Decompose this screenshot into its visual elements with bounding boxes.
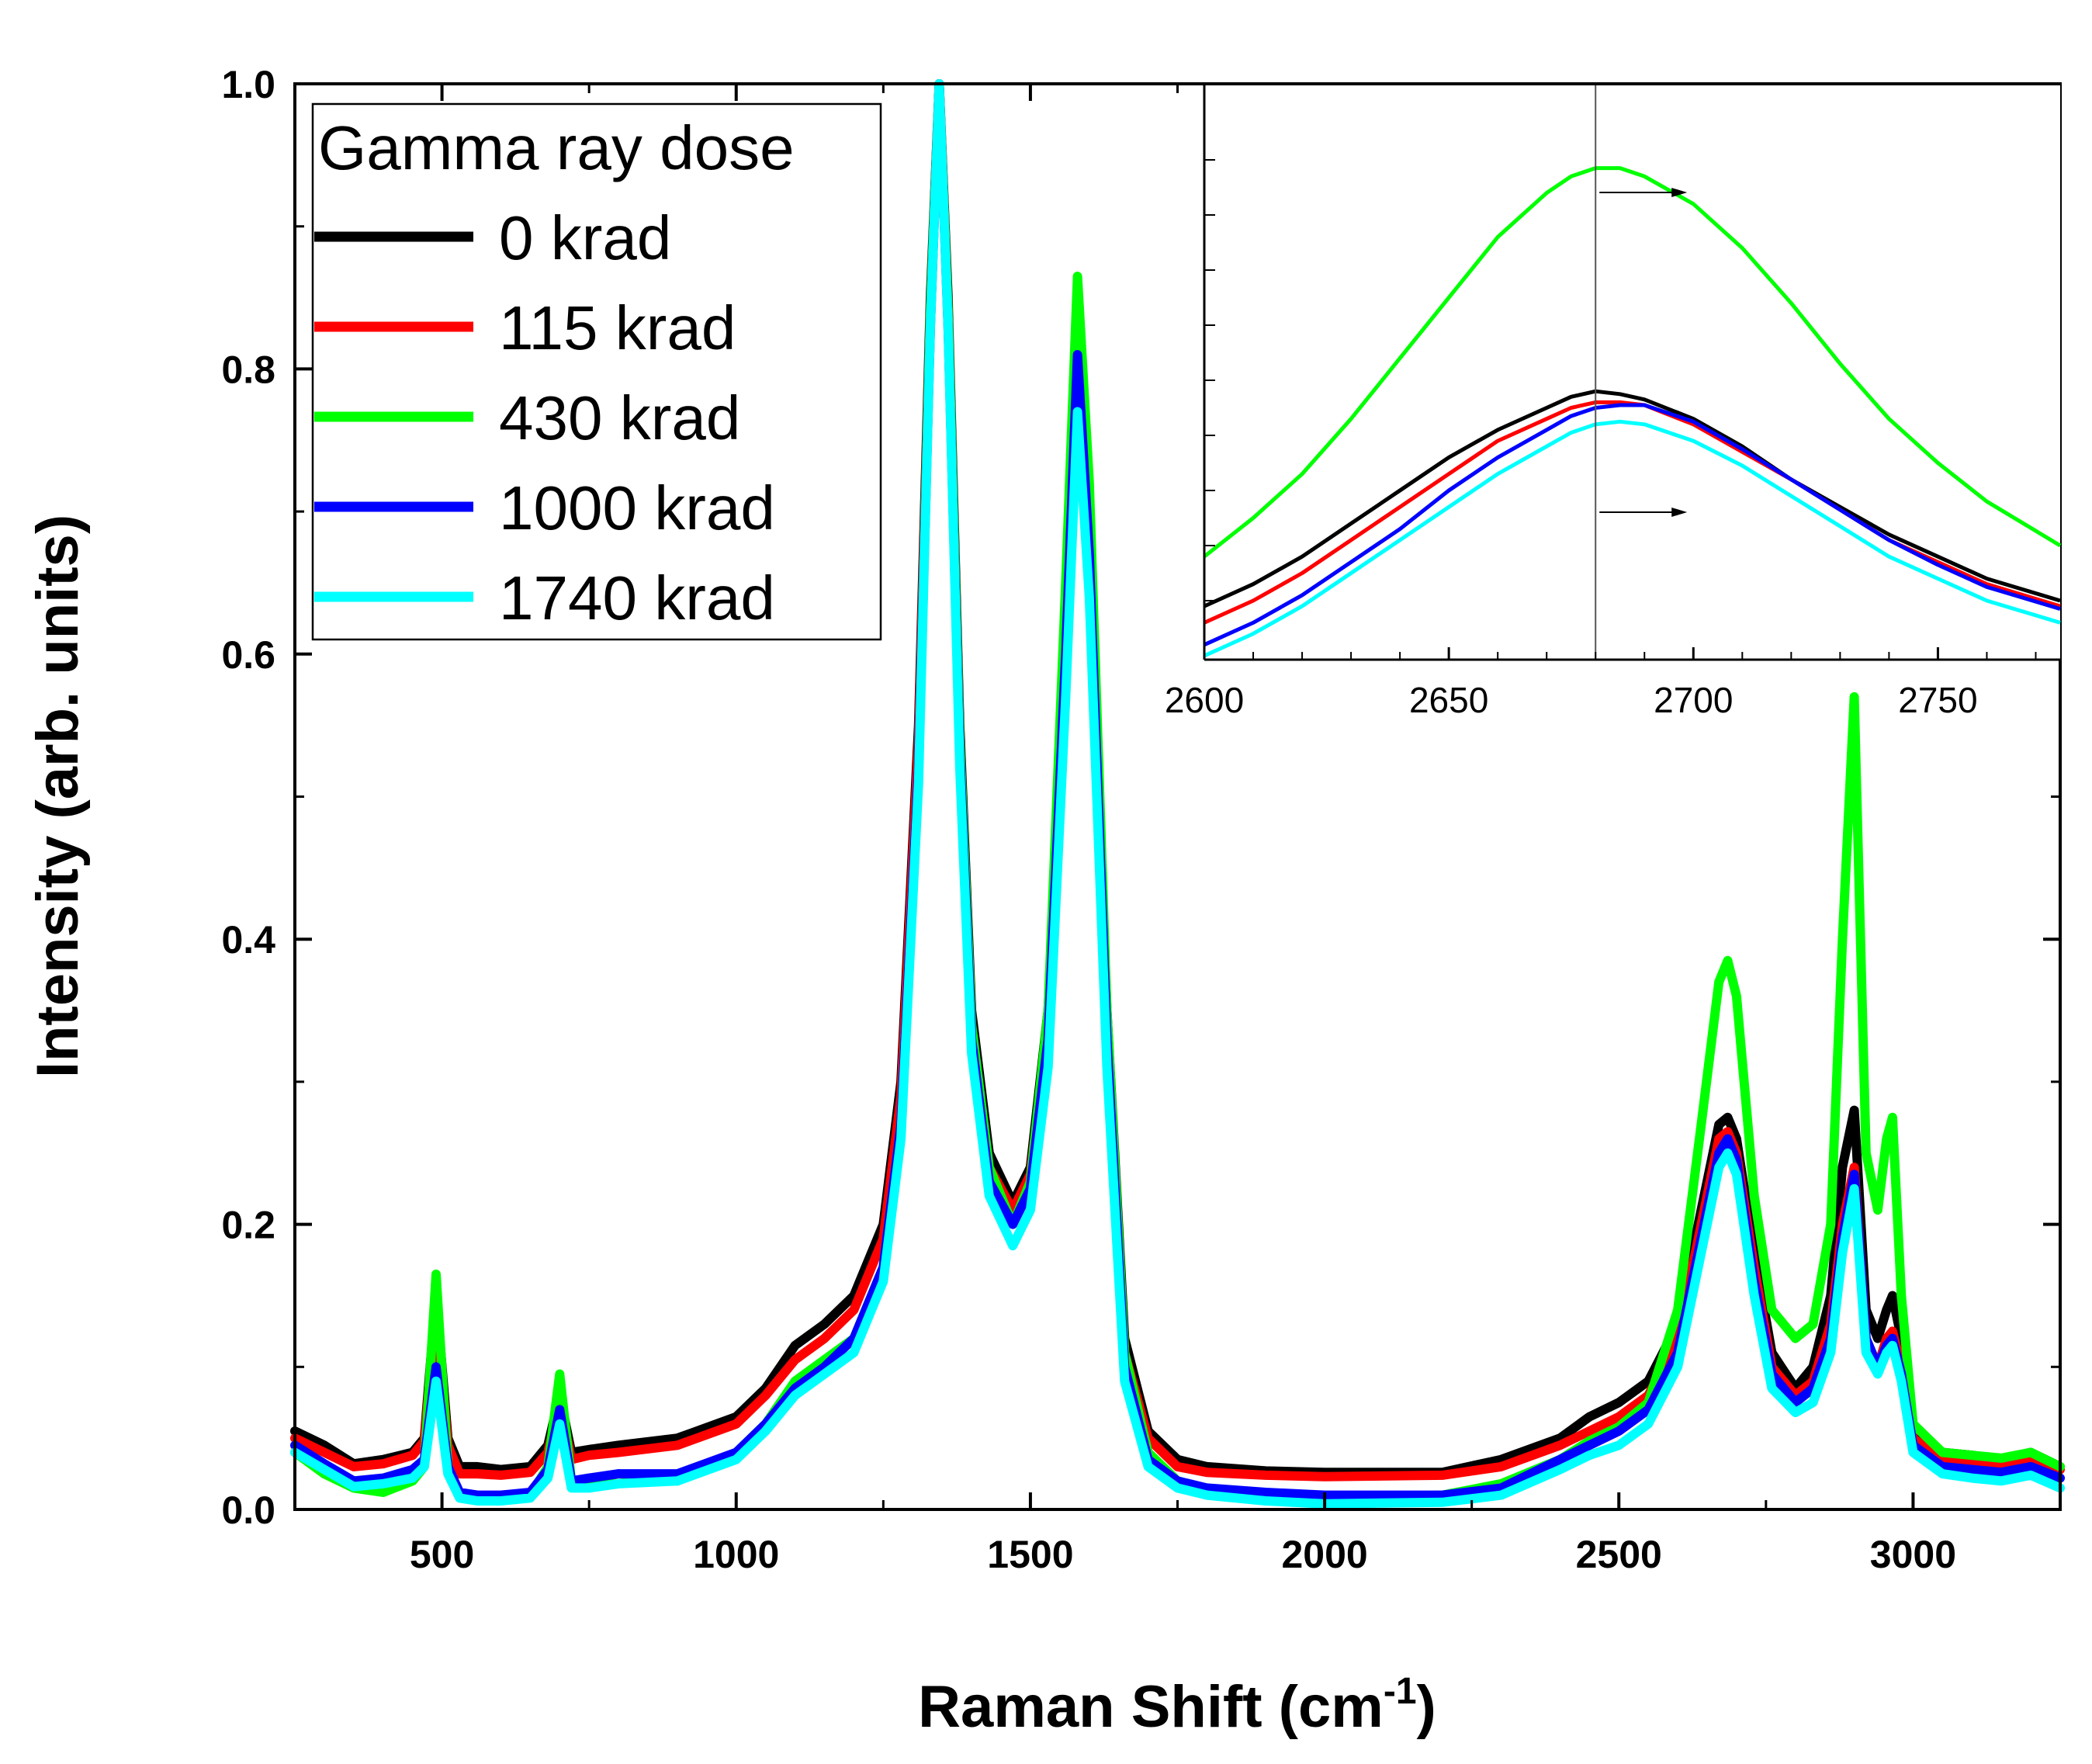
inset-x-tick-label: 2650 (1409, 680, 1488, 720)
y-tick-label: 0.8 (221, 348, 275, 391)
inset-y-ticks (1204, 159, 1215, 601)
inset-series-line-0-krad (1203, 389, 2061, 608)
y-tick-label: 1.0 (221, 63, 275, 106)
inset-x-tick-label: 2700 (1654, 680, 1733, 720)
inset-series-line-430-krad (1203, 166, 2062, 559)
x-tick-label: 2000 (1281, 1533, 1367, 1576)
inset-x-tick-label: 2600 (1165, 680, 1244, 720)
legend-title: Gamma ray dose (318, 113, 795, 182)
x-tick-label: 1000 (693, 1533, 779, 1576)
x-tick-label: 2500 (1576, 1533, 1662, 1576)
x-axis-title-superscript: -1 (1384, 1671, 1417, 1712)
x-tick-label: 3000 (1870, 1533, 1956, 1576)
legend-label-1740-krad: 1740 krad (499, 563, 775, 632)
shift-arrow-lower-head (1671, 508, 1688, 517)
legend-label-0-krad: 0 krad (499, 203, 671, 272)
y-axis-title: Intensity (arb. units) (25, 515, 91, 1078)
legend-items: 0 krad 115 krad 430 krad 1000 krad 1740 krad (314, 203, 775, 632)
legend-label-1000-krad: 1000 krad (499, 473, 775, 542)
main-x-ticks: 500 1000 1500 2000 2500 3000 (293, 84, 2062, 1576)
main-plot: 500 1000 1500 2000 2500 3000 0.0 0.2 0.4 0.6 0.8 1… (221, 63, 2065, 1576)
y-tick-label: 0.2 (221, 1204, 275, 1247)
y-tick-label: 0.4 (221, 918, 275, 962)
x-axis-title: Raman Shift (cm-1) (918, 1671, 1436, 1740)
legend-label-430-krad: 430 krad (499, 383, 740, 452)
legend-label-115-krad: 115 krad (499, 293, 736, 362)
legend: Gamma ray dose 0 krad 115 krad 430 krad 100… (311, 102, 882, 641)
inset-arrows (1599, 188, 1688, 517)
inset-x-tick-label: 2750 (1898, 680, 1977, 720)
inset-plot: 2600 2650 2700 2750 (1165, 84, 2062, 720)
y-tick-label: 0.6 (221, 633, 275, 677)
series-line-1740-krad (290, 79, 2065, 1509)
inset-series-line-1740-krad (1203, 419, 2061, 658)
x-axis-title-main: Raman Shift (cm (918, 1674, 1384, 1740)
inset-series-line-1000-krad (1203, 403, 2061, 647)
main-series-group (290, 79, 2065, 1509)
y-tick-label: 0.0 (221, 1488, 275, 1532)
inset-series-group (1203, 166, 2062, 658)
legend-box (311, 102, 882, 641)
x-tick-label: 500 (410, 1533, 474, 1576)
inset-x-ticks: 2600 2650 2700 2750 (1165, 647, 2037, 720)
x-tick-label: 1500 (987, 1533, 1073, 1576)
x-axis-title-close: ) (1417, 1674, 1436, 1740)
shift-arrow-upper-head (1671, 188, 1688, 197)
